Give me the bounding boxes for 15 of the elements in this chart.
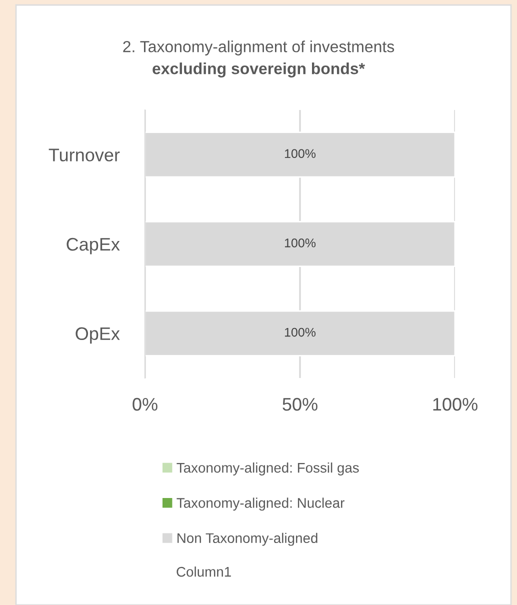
x-tick-label: 100% — [433, 398, 478, 411]
legend-label: Taxonomy-aligned: Nuclear — [176, 498, 344, 511]
y-tick-label: OpEx — [76, 327, 120, 344]
chart-subtitle: excluding sovereign bonds* — [152, 62, 365, 78]
y-tick-label: CapEx — [66, 238, 120, 254]
data-label: 100% — [284, 238, 316, 248]
y-tick-label: Turnover — [48, 148, 120, 162]
legend-label: Non Taxonomy-aligned — [178, 532, 318, 546]
text: Column1 — [176, 566, 231, 577]
x-tick-label: 50% — [282, 398, 318, 411]
chart-title: 2. Taxonomy-alignment of investments — [123, 40, 394, 56]
x-tick-label: 0% — [132, 398, 158, 411]
data-label: 100% — [284, 328, 316, 337]
legend-label: Taxonomy-aligned: Fossil gas — [176, 462, 359, 476]
data-label: 100% — [284, 149, 316, 158]
